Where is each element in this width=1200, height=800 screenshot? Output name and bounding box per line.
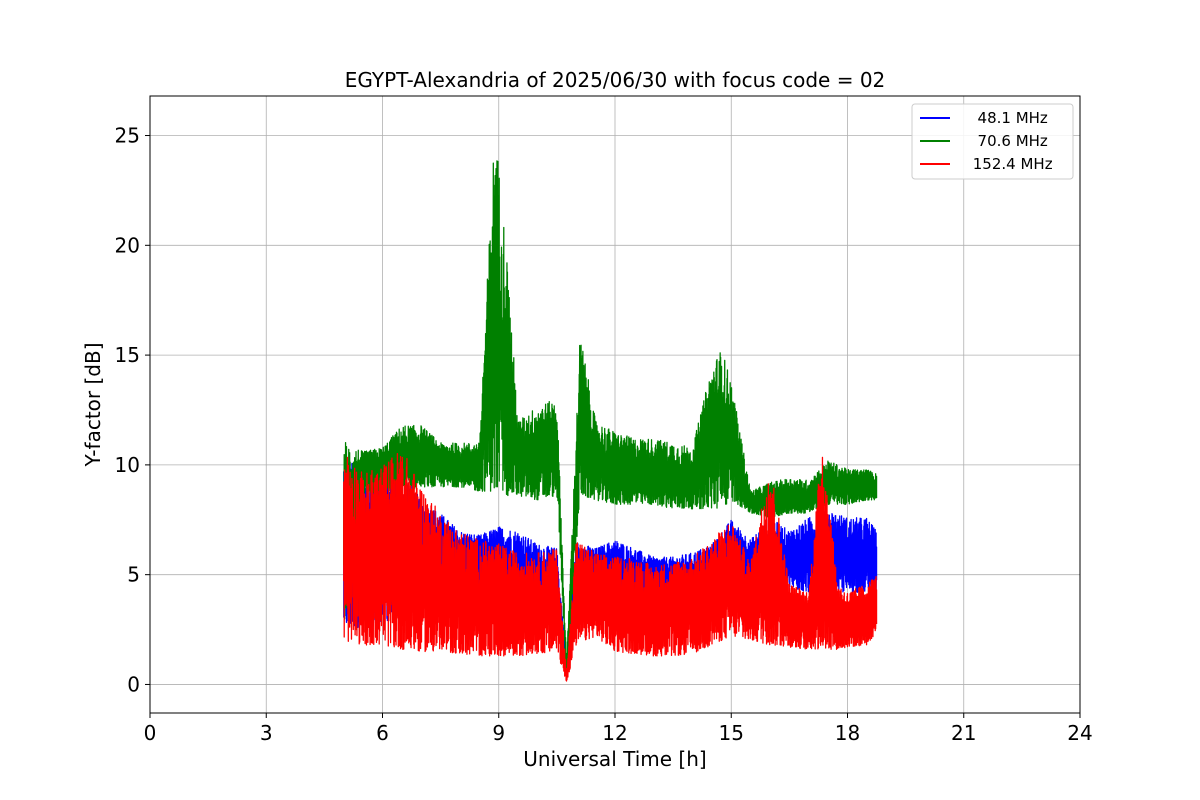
y-tick-label: 20 bbox=[115, 233, 140, 257]
x-axis-label: Universal Time [h] bbox=[523, 747, 706, 771]
x-tick-label: 12 bbox=[602, 721, 627, 745]
x-tick-label: 6 bbox=[376, 721, 389, 745]
legend-label: 152.4 MHz bbox=[968, 155, 1053, 173]
y-tick-label: 0 bbox=[127, 672, 140, 696]
x-tick-label: 21 bbox=[951, 721, 976, 745]
legend: 48.1 MHz 70.6 MHz 152.4 MHz bbox=[911, 103, 1074, 180]
y-tick-label: 5 bbox=[127, 563, 140, 587]
x-tick-label: 18 bbox=[835, 721, 860, 745]
y-tick-label: 10 bbox=[115, 453, 140, 477]
x-tick-label: 15 bbox=[719, 721, 744, 745]
x-tick-label: 9 bbox=[492, 721, 505, 745]
series-layer bbox=[343, 160, 878, 682]
y-tick-label: 25 bbox=[115, 124, 140, 148]
x-tick-label: 24 bbox=[1067, 721, 1092, 745]
chart-title: EGYPT-Alexandria of 2025/06/30 with focu… bbox=[345, 68, 886, 92]
series-line bbox=[343, 452, 878, 682]
ticks: 0 3 6 9 12 15 18 21 24 0 5 10 15 20 25 bbox=[115, 124, 1093, 745]
legend-label: 70.6 MHz bbox=[968, 132, 1048, 150]
legend-box bbox=[911, 103, 1074, 180]
x-tick-label: 0 bbox=[144, 721, 157, 745]
y-tick-label: 15 bbox=[115, 343, 140, 367]
series-line bbox=[343, 160, 878, 675]
x-tick-label: 3 bbox=[260, 721, 273, 745]
legend-label: 48.1 MHz bbox=[968, 109, 1048, 127]
y-axis-label: Y-factor [dB] bbox=[81, 342, 105, 467]
